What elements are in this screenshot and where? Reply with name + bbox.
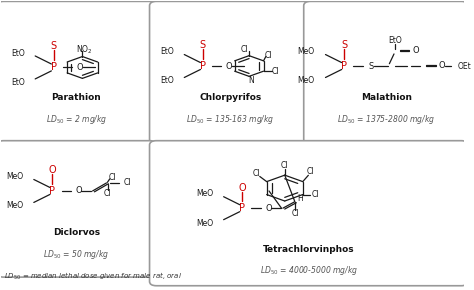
Text: MeO: MeO: [6, 172, 23, 181]
Text: $LD_{50}$ = 1375-2800 mg/kg: $LD_{50}$ = 1375-2800 mg/kg: [337, 113, 436, 126]
Text: EtO: EtO: [11, 49, 25, 58]
Text: Malathion: Malathion: [361, 93, 412, 102]
Text: EtO: EtO: [389, 36, 402, 45]
Text: P: P: [200, 61, 206, 71]
Text: EtO: EtO: [11, 78, 25, 87]
Text: NO$_2$: NO$_2$: [76, 43, 93, 56]
Text: Cl: Cl: [264, 50, 272, 60]
Text: Cl: Cl: [271, 67, 279, 76]
Text: Chlorpyrifos: Chlorpyrifos: [200, 93, 262, 102]
Text: O: O: [226, 61, 233, 70]
Text: MeO: MeO: [298, 47, 315, 56]
Text: Cl: Cl: [291, 209, 299, 218]
Text: Diclorvos: Diclorvos: [53, 228, 100, 237]
Text: S: S: [200, 40, 206, 50]
Text: Cl: Cl: [281, 161, 289, 170]
Text: MeO: MeO: [6, 201, 23, 210]
Text: $LD_{50}$ = 50 mg/kg: $LD_{50}$ = 50 mg/kg: [43, 248, 109, 261]
Text: S: S: [368, 61, 374, 70]
Text: O: O: [75, 186, 82, 195]
Text: Cl: Cl: [124, 178, 132, 187]
Text: P: P: [239, 203, 245, 213]
Text: $LD_{50}$ = 4000-5000 mg/kg: $LD_{50}$ = 4000-5000 mg/kg: [260, 264, 358, 277]
Text: Cl: Cl: [104, 189, 111, 198]
Text: Cl: Cl: [306, 167, 314, 176]
Text: MeO: MeO: [298, 77, 315, 86]
Text: P: P: [51, 62, 57, 72]
FancyBboxPatch shape: [0, 141, 156, 277]
FancyBboxPatch shape: [149, 1, 311, 144]
Text: O: O: [265, 204, 272, 213]
Text: Cl: Cl: [253, 168, 260, 177]
Text: MeO: MeO: [196, 219, 213, 228]
Text: Cl: Cl: [108, 173, 116, 182]
Text: MeO: MeO: [196, 189, 213, 198]
Text: LD$_{50}$ = median lethal dose given for male rat, oral: LD$_{50}$ = median lethal dose given for…: [4, 271, 182, 282]
Text: Cl: Cl: [312, 190, 319, 199]
Text: EtO: EtO: [160, 47, 173, 56]
Text: $LD_{50}$ = 135-163 mg/kg: $LD_{50}$ = 135-163 mg/kg: [186, 113, 275, 126]
Text: N: N: [248, 76, 254, 85]
Text: H: H: [298, 194, 303, 203]
Text: S: S: [341, 40, 347, 50]
Text: P: P: [341, 61, 347, 71]
Text: Parathion: Parathion: [52, 93, 101, 102]
Text: O: O: [238, 183, 246, 193]
Text: O: O: [413, 46, 419, 55]
FancyBboxPatch shape: [0, 1, 156, 144]
Text: O: O: [48, 165, 56, 175]
Text: O: O: [77, 63, 83, 72]
FancyBboxPatch shape: [304, 1, 468, 144]
Text: S: S: [51, 41, 57, 51]
Text: Cl: Cl: [241, 46, 248, 55]
Text: O: O: [439, 61, 446, 70]
Text: $LD_{50}$ = 2 mg/kg: $LD_{50}$ = 2 mg/kg: [46, 113, 107, 126]
Text: P: P: [49, 186, 55, 196]
Text: Tetrachlorvinphos: Tetrachlorvinphos: [263, 245, 355, 254]
FancyBboxPatch shape: [149, 141, 468, 286]
Text: EtO: EtO: [160, 77, 173, 86]
Text: OEt: OEt: [457, 61, 471, 70]
